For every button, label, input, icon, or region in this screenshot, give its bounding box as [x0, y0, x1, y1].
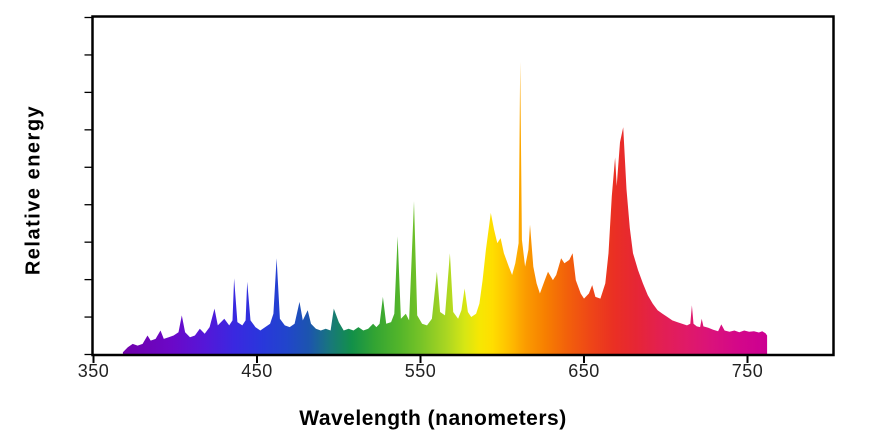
x-tick-label: 750	[731, 361, 764, 381]
x-tick-label: 550	[404, 361, 437, 381]
plot-frame	[91, 15, 835, 357]
x-axis-title: Wavelength (nanometers)	[299, 407, 567, 430]
x-tick-label: 650	[568, 361, 600, 381]
x-tick-label: 350	[77, 361, 110, 381]
spectrum-area	[122, 61, 768, 354]
y-axis-title: Relative energy	[22, 104, 45, 276]
x-tick-label: 450	[241, 361, 273, 381]
